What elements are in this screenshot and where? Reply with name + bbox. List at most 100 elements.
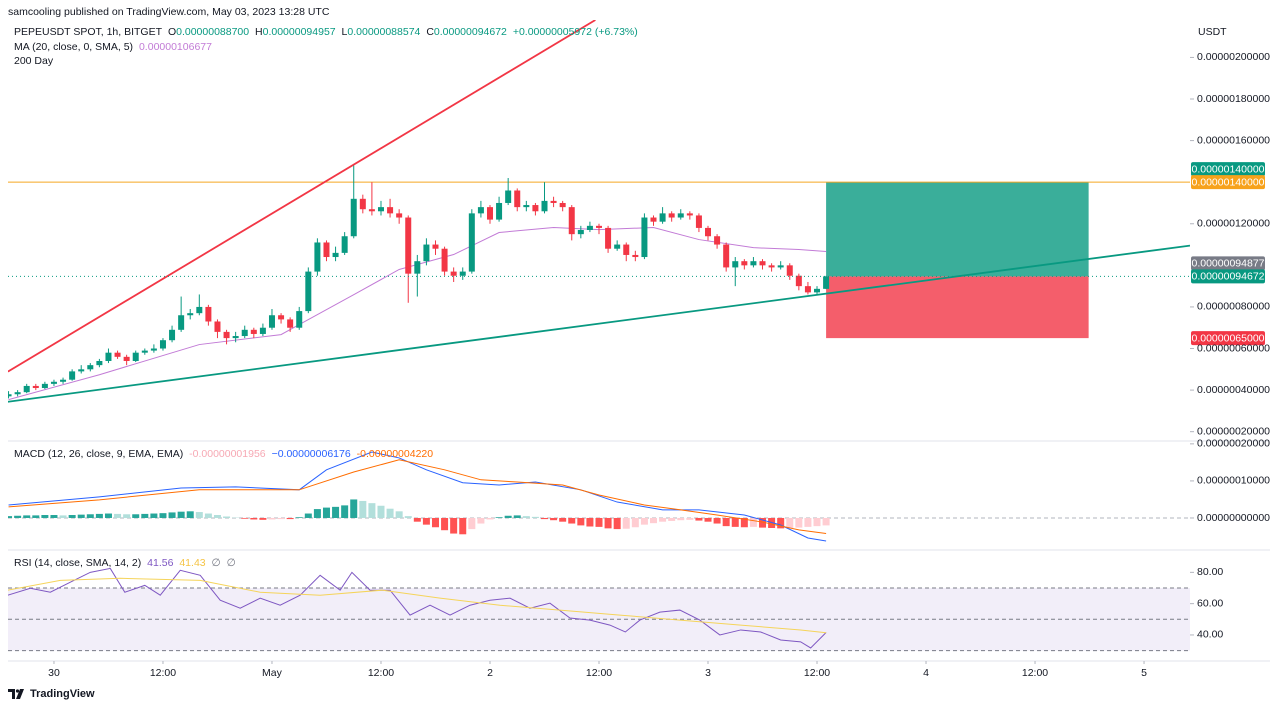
candle-body (87, 365, 94, 370)
candle-body (732, 261, 739, 268)
pane (8, 451, 1190, 542)
macd-histogram-bar (686, 517, 694, 520)
candle-body (486, 207, 493, 220)
macd-histogram-bar (268, 517, 276, 520)
x-tick-label: 5 (1141, 667, 1147, 679)
candle-body (804, 286, 811, 293)
candle-body (441, 248, 448, 272)
macd-histogram-bar (586, 517, 594, 527)
macd-histogram-bar (404, 516, 412, 518)
candle-body (677, 213, 684, 218)
candle-body (287, 319, 294, 328)
macd-histogram-bar (550, 517, 558, 521)
candle-body (786, 265, 793, 276)
position-profit (826, 182, 1089, 277)
y-tick-label: 40.00 (1197, 629, 1223, 641)
candle-body (196, 306, 203, 314)
macd-histogram-bar (522, 516, 530, 518)
trendline (8, 244, 1190, 403)
macd-histogram-bar (14, 515, 22, 518)
candle-body (232, 336, 239, 339)
macd-histogram-bar (604, 517, 612, 529)
candle-body (341, 236, 348, 253)
x-tick-label: May (262, 667, 283, 679)
macd-histogram-bar (159, 513, 167, 518)
candle-body (659, 213, 666, 222)
y-tick-label: 0.00000180000 (1197, 93, 1270, 105)
candle-body (605, 227, 612, 249)
pane (8, 567, 1190, 652)
macd-histogram-bar (41, 515, 49, 518)
price-marker (1191, 256, 1265, 271)
macd-histogram-bar (259, 517, 267, 520)
y-tick-label: 0.00000200000 (1197, 51, 1270, 63)
candle-body (650, 217, 657, 222)
candle-body (23, 385, 30, 393)
ma-value: 0.00000106677 (138, 41, 212, 53)
y-tick-label: 0.00000060000 (1197, 342, 1270, 354)
candle-body (187, 313, 194, 316)
candle-body (314, 242, 321, 272)
macd-histogram-bar (95, 513, 103, 518)
macd-histogram-bar (50, 515, 58, 518)
macd-histogram-bar (531, 516, 539, 518)
candle-body (350, 198, 357, 237)
candle-body (123, 356, 130, 361)
ma-legend: MA (20, close, 0, SMA, 5) 0.00000106677 (14, 41, 215, 53)
y-tick-label: 60.00 (1197, 597, 1223, 609)
macd-histogram-bar (32, 515, 40, 518)
ohlc-value: 0.00000094957 (262, 26, 336, 38)
pane (8, 20, 1190, 403)
macd-histogram-bar (559, 517, 567, 522)
candle-body (41, 383, 48, 389)
price-marker (1191, 331, 1265, 346)
macd-line (8, 451, 827, 542)
x-tick-label: 12:00 (586, 667, 612, 679)
macd-histogram-bar (304, 513, 312, 518)
rsi-value: 41.56 (147, 557, 174, 569)
candle-body (32, 385, 39, 389)
candle-body (695, 215, 702, 228)
candle-body (396, 213, 403, 218)
candle-body (60, 379, 67, 382)
macd-value: -0.00000004220 (356, 448, 434, 460)
change: +0.00000005972 (+6.73%) (512, 26, 638, 38)
macd-histogram-bar (186, 511, 194, 518)
brand: TradingView (30, 688, 95, 700)
price-legend: PEPEUSDT SPOT, 1h, BITGET O0.00000088700… (14, 26, 641, 38)
macd-title: MACD (12, 26, close, 9, EMA, EMA) (14, 448, 184, 460)
y-tick-label: 0.00000160000 (1197, 134, 1270, 146)
candle-body (450, 271, 457, 276)
price-marker-label: 0.00000094672 (1192, 271, 1265, 283)
macd-histogram-bar (668, 517, 676, 521)
price-marker-label: 0.00000140000 (1192, 163, 1265, 175)
candle-body (795, 275, 802, 287)
macd-histogram-bar (495, 517, 503, 518)
x-tick-label: 4 (923, 667, 929, 679)
macd-histogram-bar (413, 517, 421, 522)
macd-histogram-bar (123, 514, 131, 518)
candle-body (550, 200, 557, 203)
macd-histogram-bar (659, 517, 667, 522)
macd-histogram-bar (740, 517, 748, 528)
candle-body (496, 202, 503, 220)
macd-histogram-bar (213, 515, 221, 518)
rsi-title: RSI (14, close, SMA, 14, 2) (14, 557, 142, 569)
x-tick-label: 12:00 (150, 667, 176, 679)
ohlc-value: 0.00000094672 (433, 26, 507, 38)
y-tick-label: 0.00000020000 (1197, 438, 1270, 450)
y-tick-label: 80.00 (1197, 566, 1223, 578)
candle-body (814, 288, 821, 293)
candle-body (105, 352, 112, 361)
candle-body (178, 315, 185, 330)
macd-histogram-bar (114, 513, 122, 518)
macd-histogram-bar (368, 503, 376, 518)
y-tick-label: 0.00000020000 (1197, 425, 1270, 437)
macd-histogram-bar (168, 512, 176, 518)
macd-histogram-bar (332, 506, 340, 518)
candle-body (641, 217, 648, 258)
macd-histogram-bar (568, 517, 576, 524)
candle-body (468, 213, 475, 272)
